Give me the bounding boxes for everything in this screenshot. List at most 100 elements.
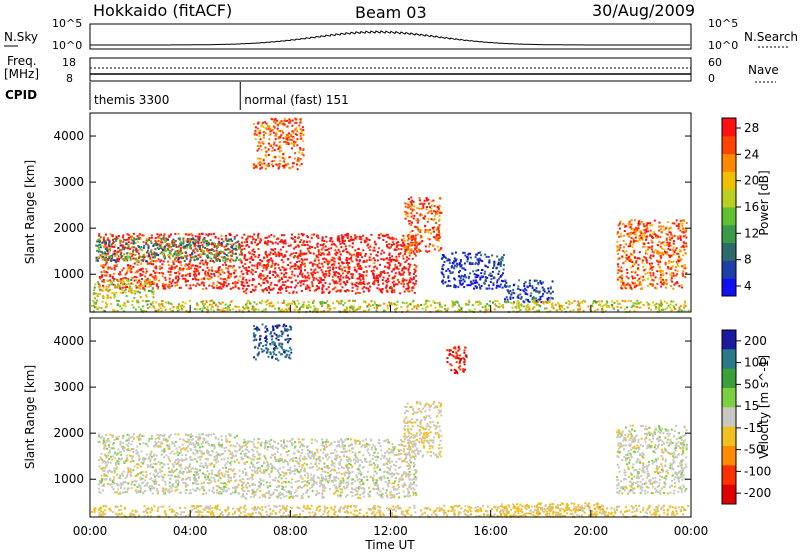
range-cell [105, 288, 108, 291]
range-cell [619, 244, 622, 247]
freq-unit: [MHz] [4, 67, 39, 81]
range-cell [232, 444, 235, 447]
range-cell [241, 248, 243, 251]
range-cell [365, 240, 368, 243]
range-cell [294, 152, 297, 155]
range-cell [291, 165, 294, 168]
range-cell [367, 246, 370, 249]
range-cell [528, 282, 531, 285]
range-cell [578, 302, 581, 305]
range-cell [503, 285, 506, 288]
range-cell [210, 476, 213, 479]
range-cell [197, 477, 200, 480]
range-cell [493, 264, 496, 267]
range-cell [549, 310, 552, 312]
range-cell [425, 208, 428, 211]
range-cell [223, 475, 226, 478]
range-cell [167, 264, 170, 267]
range-cell [293, 239, 296, 242]
range-cell [368, 281, 371, 284]
range-cell [660, 231, 663, 234]
range-cell [162, 260, 165, 263]
range-cell [218, 282, 221, 284]
range-cell [675, 247, 678, 250]
range-cell [280, 308, 283, 311]
range-cell [474, 279, 477, 282]
range-cell [268, 253, 271, 256]
range-cell [292, 256, 295, 259]
range-cell [629, 225, 632, 228]
range-cell [605, 303, 607, 306]
range-cell [627, 245, 630, 248]
range-cell [164, 279, 167, 282]
range-cell [299, 265, 302, 268]
range-cell [193, 238, 196, 241]
range-cell [666, 244, 669, 246]
range-cell [251, 284, 254, 286]
range-cell [279, 248, 282, 251]
range-cell [229, 275, 232, 278]
range-cell [224, 278, 226, 281]
range-cell [616, 249, 619, 252]
range-cell [196, 303, 199, 306]
range-cell [623, 223, 626, 226]
range-cell [662, 253, 665, 256]
range-cell [552, 304, 554, 307]
range-cell [651, 262, 654, 265]
range-cell [413, 242, 416, 245]
range-cell [207, 309, 210, 312]
range-cell [161, 241, 164, 244]
range-cell [637, 263, 640, 266]
range-cell [419, 203, 421, 205]
range-cell [356, 277, 359, 280]
range-cell [669, 238, 671, 241]
range-cell [110, 256, 112, 259]
range-cell [526, 303, 529, 306]
range-cell [311, 233, 313, 236]
range-cell [154, 274, 157, 277]
range-cell [163, 257, 166, 260]
range-cell [411, 239, 414, 241]
range-cell [229, 259, 232, 262]
range-cell [223, 245, 226, 248]
range-cell [394, 248, 397, 251]
range-cell [307, 286, 310, 289]
range-cell [378, 234, 381, 236]
range-cell [409, 200, 412, 203]
range-cell [632, 302, 635, 304]
range-cell [390, 260, 393, 263]
range-cell [284, 287, 287, 290]
range-cell [96, 308, 99, 311]
range-cell [255, 303, 258, 306]
range-cell [191, 252, 193, 255]
range-cell [208, 252, 211, 255]
range-cell [328, 283, 331, 285]
range-cell [287, 264, 290, 266]
range-cell [135, 286, 138, 289]
range-cell [205, 300, 208, 303]
range-cell [382, 282, 385, 285]
range-cell [420, 207, 423, 210]
range-cell [625, 287, 627, 290]
range-cell [198, 248, 201, 251]
range-cell [235, 259, 237, 262]
range-cell [408, 279, 411, 282]
range-cell [348, 266, 351, 269]
range-cell [666, 241, 669, 244]
range-cell [292, 137, 295, 140]
range-cell [663, 300, 666, 303]
range-cell [299, 249, 302, 252]
range-cell [261, 162, 264, 165]
range-cell [648, 246, 651, 249]
range-cell [357, 247, 360, 250]
range-cell [668, 236, 671, 239]
range-cell [354, 269, 357, 272]
range-cell [299, 158, 302, 161]
range-cell [301, 259, 304, 262]
range-cell [325, 288, 328, 291]
range-cell [684, 228, 686, 231]
range-cell [133, 279, 136, 282]
range-cell [278, 279, 281, 282]
range-cell [545, 301, 548, 304]
range-cell [262, 274, 265, 277]
